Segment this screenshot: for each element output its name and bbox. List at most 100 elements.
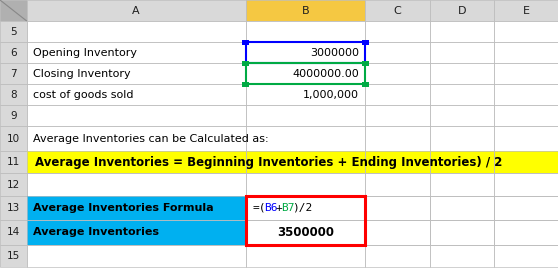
Bar	[494, 220, 558, 245]
Bar	[27, 21, 246, 42]
Bar	[0, 21, 27, 42]
Text: C: C	[394, 6, 401, 16]
Bar	[27, 151, 246, 173]
Bar	[365, 151, 430, 173]
Bar	[27, 220, 246, 245]
Bar	[494, 151, 558, 173]
Bar	[430, 0, 494, 21]
Text: 8: 8	[10, 90, 17, 100]
Bar	[27, 105, 246, 126]
Bar	[246, 105, 365, 126]
Text: 1,000,000: 1,000,000	[303, 90, 359, 100]
Bar	[365, 42, 430, 63]
Text: )/2: )/2	[292, 203, 312, 213]
Bar	[27, 196, 246, 220]
Bar	[430, 21, 494, 42]
Bar	[494, 196, 558, 220]
Bar	[494, 105, 558, 126]
Bar	[246, 196, 365, 220]
Bar	[365, 84, 430, 105]
Bar	[246, 151, 365, 173]
Text: Average Inventories = Beginning Inventories + Ending Inventories) / 2: Average Inventories = Beginning Inventor…	[35, 156, 503, 168]
Bar	[365, 21, 430, 42]
Bar	[246, 173, 365, 196]
Bar	[246, 151, 365, 173]
Bar	[494, 245, 558, 267]
Bar	[246, 245, 365, 267]
Bar	[27, 245, 246, 267]
Bar	[494, 126, 558, 151]
Text: =(: =(	[252, 203, 266, 213]
Bar	[27, 196, 246, 220]
Bar	[0, 105, 27, 126]
Text: 7: 7	[10, 69, 17, 79]
Text: Average Inventories can be Calculated as:: Average Inventories can be Calculated as…	[33, 134, 269, 144]
Bar	[0, 126, 27, 151]
Bar	[27, 42, 246, 63]
Bar	[0, 151, 27, 173]
Bar	[494, 42, 558, 63]
Text: 15: 15	[7, 251, 20, 261]
Text: B6: B6	[264, 203, 277, 213]
Bar	[27, 220, 246, 245]
Bar	[362, 61, 369, 66]
Bar	[430, 84, 494, 105]
Bar	[365, 84, 430, 105]
Bar	[430, 151, 494, 173]
Bar	[0, 42, 27, 63]
Bar	[430, 126, 494, 151]
Bar	[246, 42, 365, 63]
Text: +: +	[275, 203, 282, 213]
Bar	[0, 220, 27, 245]
Bar	[430, 245, 494, 267]
Bar	[494, 220, 558, 245]
Bar	[27, 220, 246, 245]
Text: 11: 11	[7, 157, 20, 167]
Bar	[365, 173, 430, 196]
Bar	[365, 105, 430, 126]
Bar	[494, 196, 558, 220]
Bar	[27, 151, 246, 173]
Bar	[494, 63, 558, 84]
Bar	[27, 63, 246, 84]
Bar	[430, 105, 494, 126]
Bar	[246, 196, 365, 245]
Bar	[362, 61, 369, 66]
Bar	[494, 105, 558, 126]
Bar	[27, 105, 246, 126]
Bar	[246, 245, 365, 267]
Bar	[0, 63, 27, 84]
Bar	[430, 196, 494, 220]
Bar	[0, 220, 27, 245]
Bar	[27, 196, 246, 220]
Bar	[0, 126, 27, 151]
Text: 6: 6	[10, 48, 17, 58]
Bar	[494, 63, 558, 84]
Bar	[0, 0, 27, 21]
Bar	[27, 126, 246, 151]
Bar	[365, 126, 430, 151]
Bar	[246, 173, 365, 196]
Text: 3000000: 3000000	[310, 48, 359, 58]
Bar	[27, 84, 246, 105]
Text: Opening Inventory: Opening Inventory	[33, 48, 137, 58]
Bar	[0, 196, 27, 220]
Bar	[494, 0, 558, 21]
Bar	[0, 151, 27, 173]
Bar	[27, 151, 246, 173]
Bar	[27, 173, 246, 196]
Bar	[494, 220, 558, 245]
Bar	[365, 220, 430, 245]
Bar	[365, 0, 430, 21]
Bar	[494, 84, 558, 105]
Bar	[246, 84, 365, 105]
Bar	[27, 84, 246, 105]
Text: Average Inventories: Average Inventories	[33, 227, 160, 237]
Bar	[27, 173, 246, 196]
Bar	[246, 21, 365, 42]
Bar	[27, 21, 246, 42]
Bar	[0, 21, 27, 42]
Bar	[0, 84, 27, 105]
Bar	[246, 0, 365, 21]
Bar	[430, 173, 494, 196]
